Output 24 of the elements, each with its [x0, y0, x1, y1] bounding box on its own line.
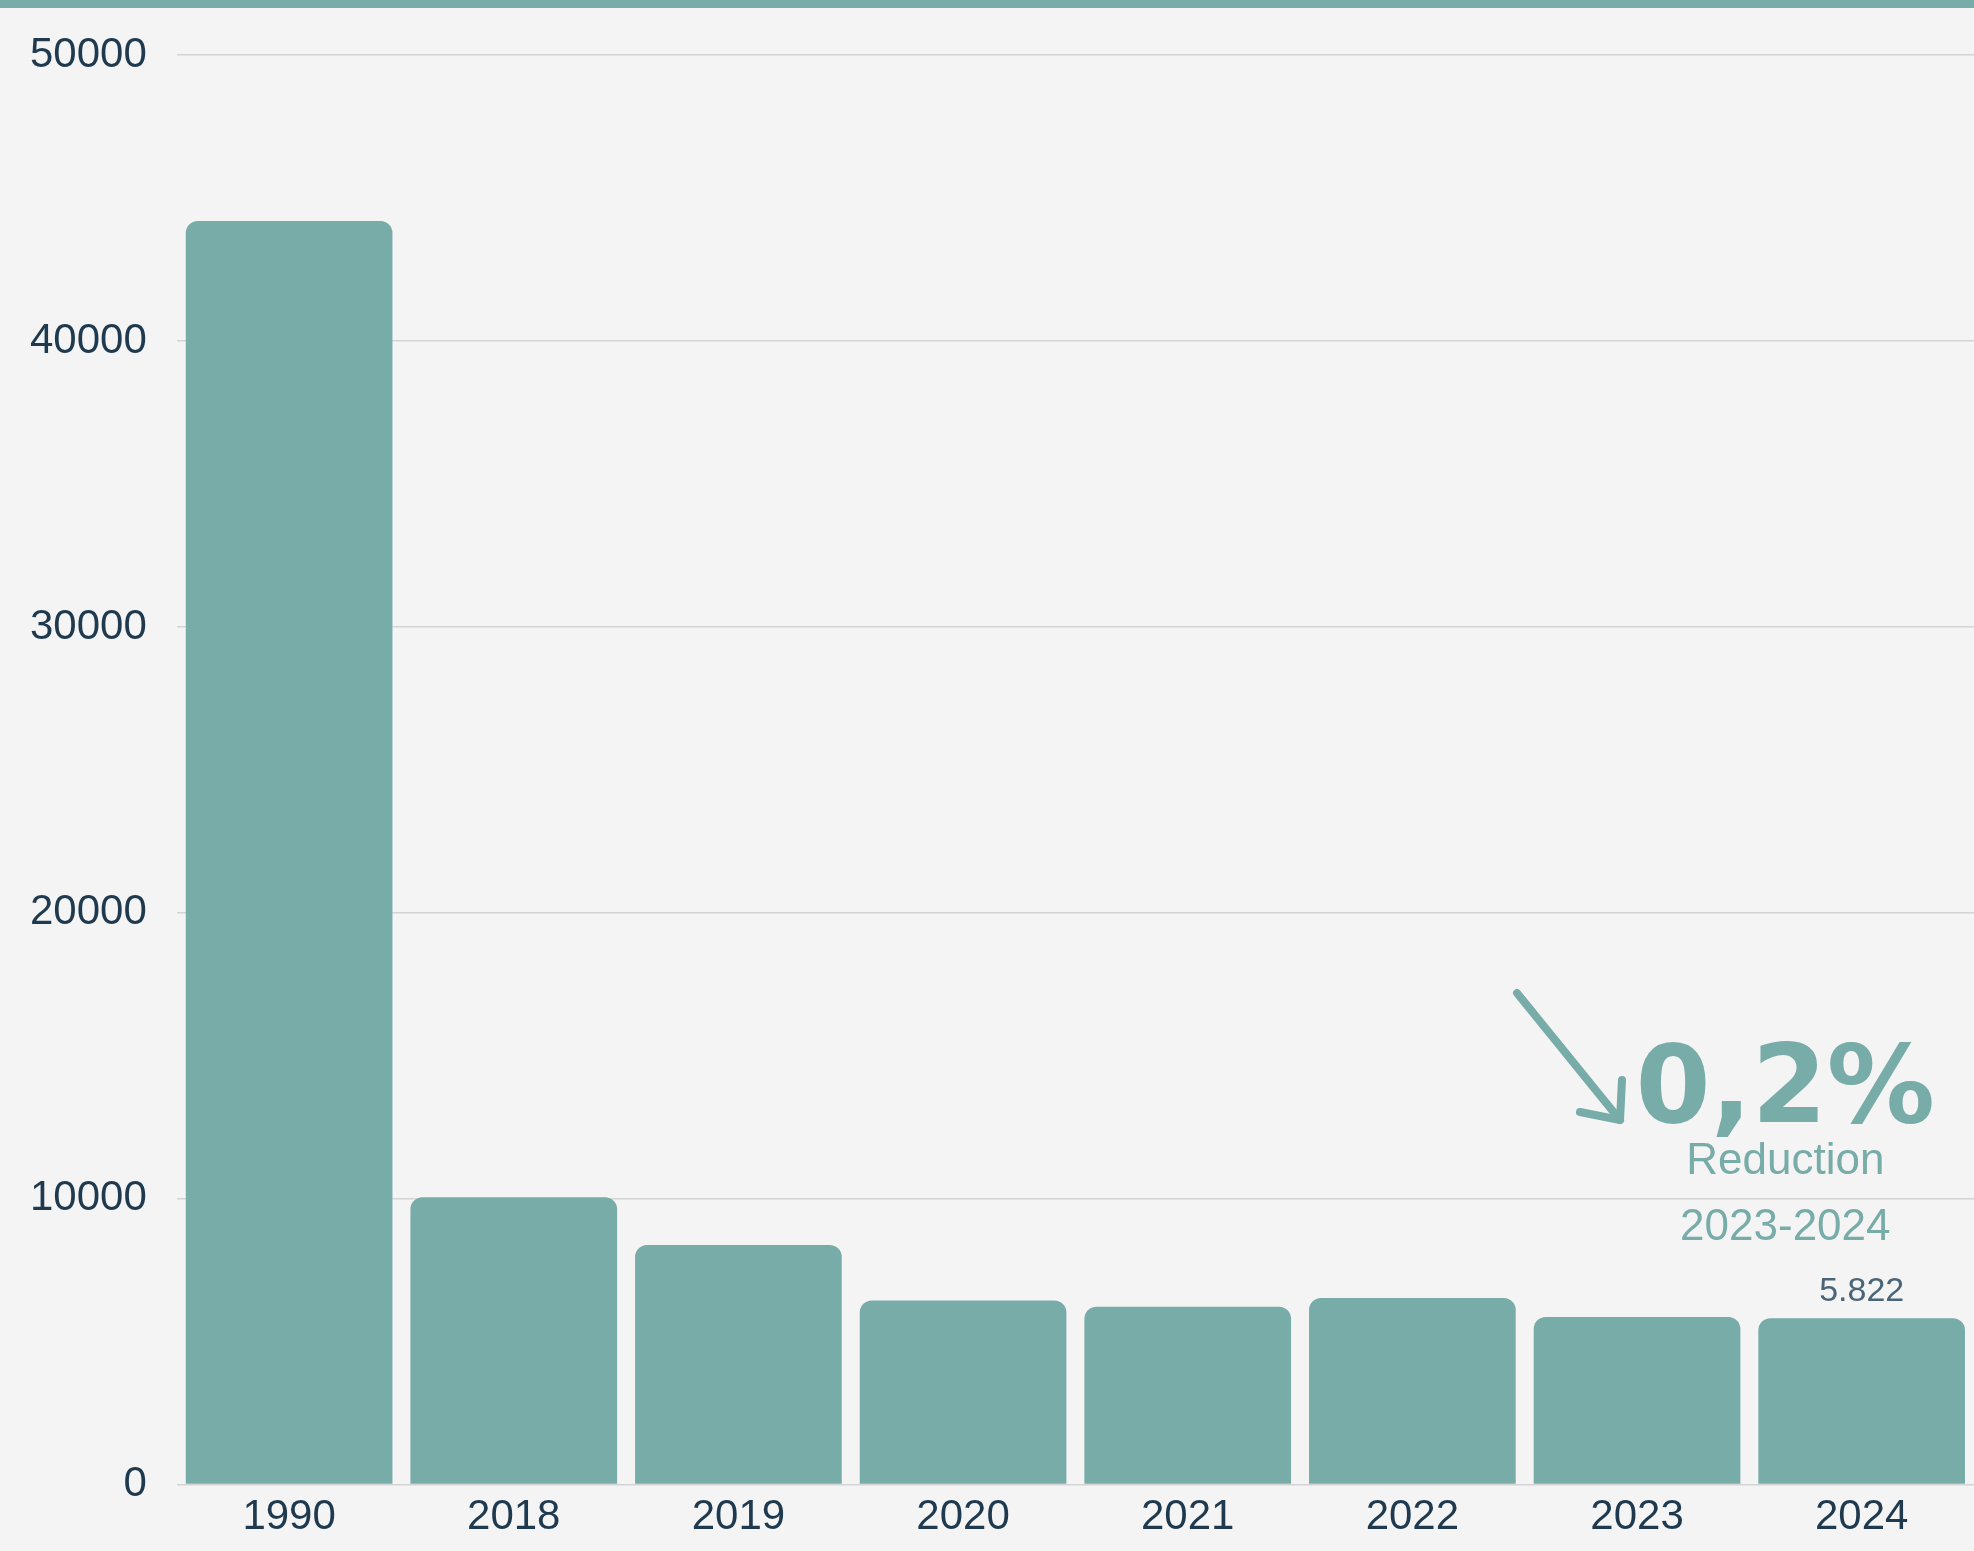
y-tick-label: 50000 — [30, 28, 147, 76]
annotation: 2023-2024 — [1680, 1200, 1891, 1249]
x-tick-label: 2020 — [916, 1491, 1010, 1539]
data-label: 5.822 — [1819, 1269, 1905, 1308]
x-tick-label: 2024 — [1814, 1491, 1909, 1539]
x-tick-label: 2018 — [467, 1491, 561, 1539]
x-tick-label: 2023 — [1590, 1491, 1684, 1539]
bar — [1309, 1297, 1516, 1484]
y-tick-label: 40000 — [30, 314, 147, 362]
y-tick-label: 20000 — [30, 886, 147, 934]
x-tick-label: 2019 — [691, 1491, 786, 1539]
bar — [1533, 1317, 1741, 1484]
y-tick-label: 0 — [123, 1458, 147, 1506]
bar — [410, 1197, 618, 1484]
bar — [185, 221, 393, 1484]
bar — [1084, 1306, 1292, 1484]
bar — [635, 1245, 842, 1484]
bar — [1758, 1318, 1966, 1484]
y-tick-label: 30000 — [30, 600, 147, 648]
bar — [859, 1300, 1067, 1484]
x-tick-label: 2022 — [1365, 1491, 1460, 1539]
x-tick-label: 2021 — [1141, 1491, 1235, 1539]
x-tick-label: 1990 — [242, 1491, 336, 1539]
y-tick-label: 10000 — [30, 1172, 147, 1220]
